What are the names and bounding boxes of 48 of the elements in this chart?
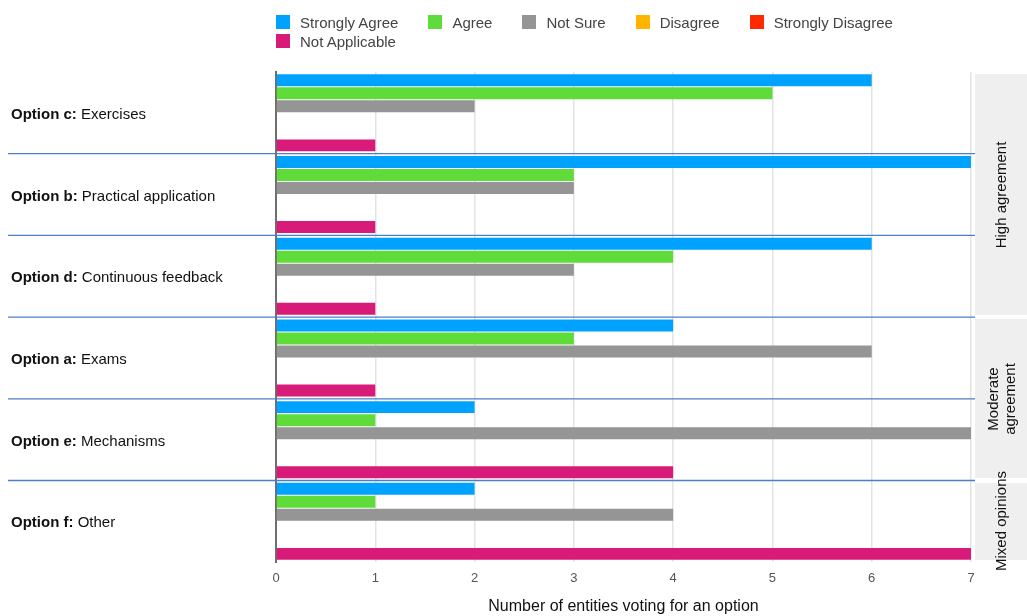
bar [276, 139, 376, 152]
legend-label: Agree [452, 13, 493, 31]
bar [276, 302, 376, 315]
y-tick-label: Option c: Exercises [11, 104, 147, 122]
y-tick-label: Option d: Continuous feedback [11, 267, 223, 285]
bar [276, 156, 971, 169]
bar [276, 263, 574, 276]
legend-label: Strongly Disagree [773, 13, 893, 31]
bar [276, 495, 376, 508]
text: High agreement [992, 141, 1010, 248]
bar [276, 427, 971, 440]
bar [276, 332, 574, 345]
x-tick-label: 4 [669, 569, 677, 585]
x-tick-label: 2 [470, 569, 479, 585]
x-tick-label: 3 [570, 569, 578, 585]
x-tick-label: 7 [967, 569, 975, 585]
bar [276, 169, 574, 182]
bar [276, 250, 674, 263]
bar [276, 221, 376, 234]
bar [276, 466, 674, 479]
y-tick-label: Option e: Mechanisms [11, 431, 166, 449]
legend-label: Not Applicable [300, 32, 396, 50]
text: Mixed opinions [992, 471, 1010, 572]
text: Moderate agreement [983, 361, 1019, 437]
bar [276, 74, 872, 87]
bar [276, 401, 475, 414]
bar [276, 100, 475, 113]
y-tick-label: Option f: Other [11, 512, 116, 530]
bar [276, 319, 674, 332]
y-tick-label: Option b: Practical application [11, 186, 216, 204]
x-tick-label: 1 [371, 569, 379, 585]
x-tick-label: 5 [768, 569, 777, 585]
x-axis-title: Number of entities voting for an option [488, 596, 759, 614]
legend-label: Disagree [659, 13, 720, 31]
bar [276, 182, 574, 195]
bar [276, 547, 971, 560]
bar [276, 482, 475, 495]
bar [276, 345, 872, 358]
bar [276, 237, 872, 250]
legend-label: Not Sure [546, 13, 606, 31]
bar [276, 87, 773, 100]
x-tick-label: 6 [868, 569, 876, 585]
bar [276, 414, 376, 427]
legend-label: Strongly Agree [300, 13, 399, 31]
bar [276, 384, 376, 397]
bar [276, 508, 674, 521]
x-tick-label: 0 [272, 569, 280, 585]
y-tick-label: Option a: Exams [11, 349, 127, 367]
